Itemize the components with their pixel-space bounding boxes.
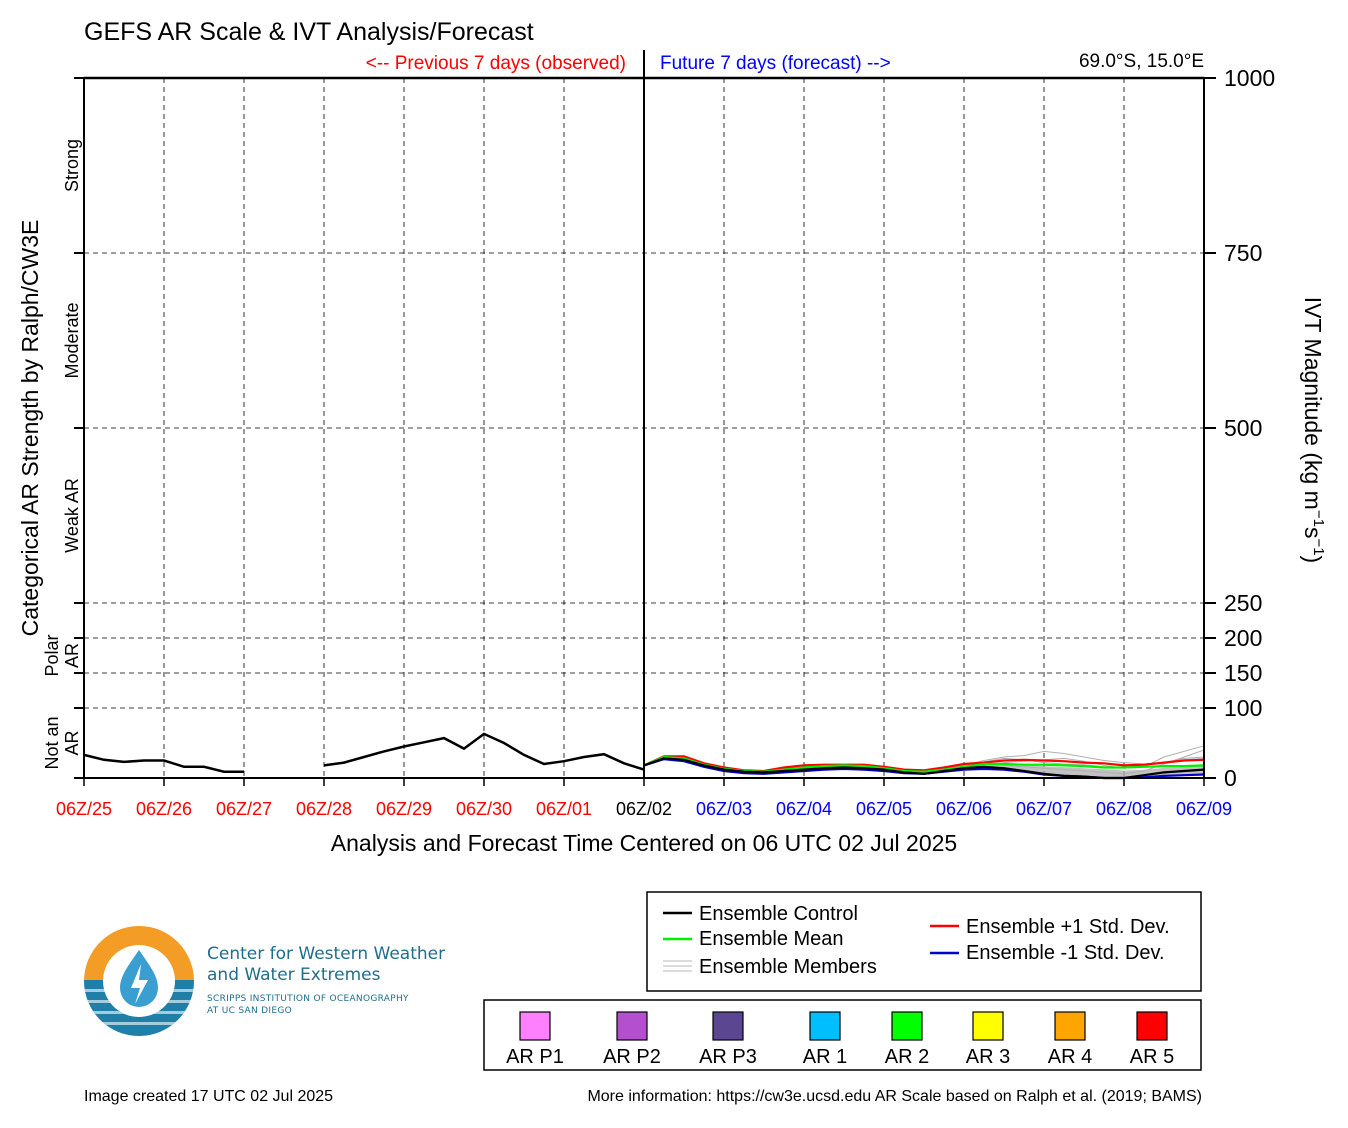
ar-scale-label: AR P3 (699, 1046, 757, 1068)
legend-plus-label: Ensemble +1 Std. Dev. (966, 916, 1170, 938)
category-label: Polar (42, 634, 62, 676)
y-axis-left-label: Categorical AR Strength by Ralph/CW3E (17, 220, 43, 637)
y-tick-label: 750 (1224, 240, 1262, 266)
footer-info: More information: https://cw3e.ucsd.edu … (587, 1088, 1202, 1105)
y-tick-label: 1000 (1224, 65, 1275, 91)
legend-box (646, 891, 1202, 992)
plot-frame (83, 50, 1205, 779)
ar-scale-swatch (1054, 1011, 1086, 1041)
x-axis-label: Analysis and Forecast Time Centered on 0… (331, 830, 957, 856)
x-axis-ticks: 06Z/25 06Z/26 06Z/27 06Z/28 06Z/29 06Z/30 06Z/… (56, 778, 1232, 819)
x-tick-label: 06Z/28 (296, 799, 352, 819)
future-days-label: Future 7 days (forecast) --> (660, 53, 891, 74)
y-tick-label: 250 (1224, 590, 1262, 616)
category-label: Strong (62, 139, 82, 192)
ar-scale-swatches: AR P1 AR P2 AR P3 AR 1 AR 2 AR 3 AR 4 AR 5 (506, 1011, 1174, 1068)
y-tick-label: 500 (1224, 415, 1262, 441)
legend-minus-label: Ensemble -1 Std. Dev. (966, 942, 1165, 964)
ar-scale-swatch (891, 1011, 923, 1041)
x-tick-label: 06Z/04 (776, 799, 832, 819)
logo-title-line1: Center for Western Weather (207, 944, 446, 964)
x-tick-label: 06Z/25 (56, 799, 112, 819)
ar-scale-label: AR 5 (1130, 1046, 1174, 1068)
x-tick-label: 06Z/05 (856, 799, 912, 819)
ar-scale-swatch (712, 1011, 744, 1041)
ar-scale-swatch (972, 1011, 1004, 1041)
x-tick-label: 06Z/27 (216, 799, 272, 819)
y-tick-label: 200 (1224, 625, 1262, 651)
x-tick-label: 06Z/30 (456, 799, 512, 819)
ar-scale-swatch (1136, 1011, 1168, 1041)
x-tick-label: 06Z/06 (936, 799, 992, 819)
x-tick-label: 06Z/01 (536, 799, 592, 819)
previous-days-label: <-- Previous 7 days (observed) (366, 53, 626, 74)
legend-mean-label: Ensemble Mean (699, 928, 844, 950)
ar-scale-swatch (809, 1011, 841, 1041)
y-tick-label: 0 (1224, 765, 1237, 791)
legend-members-label: Ensemble Members (699, 956, 877, 978)
logo-subtitle-line1: SCRIPPS INSTITUTION OF OCEANOGRAPHY (207, 994, 409, 1004)
category-label: Not an (42, 716, 62, 769)
ar-scale-label: AR 2 (885, 1046, 929, 1068)
logo-subtitle-line2: AT UC SAN DIEGO (207, 1006, 293, 1016)
x-tick-label: 06Z/02 (616, 799, 672, 819)
y-axis-ticks: 0 100 150 200 250 500 750 1000 (74, 65, 1275, 791)
x-tick-label: 06Z/03 (696, 799, 752, 819)
ensemble-spread-area (644, 757, 1204, 778)
ar-scale-swatch (519, 1011, 551, 1041)
logo-subtitle: SCRIPPS INSTITUTION OF OCEANOGRAPHY AT U… (207, 993, 409, 1017)
footer-created: Image created 17 UTC 02 Jul 2025 (84, 1088, 334, 1105)
x-tick-label: 06Z/29 (376, 799, 432, 819)
legend-members-swatch (663, 960, 692, 972)
x-tick-label: 06Z/08 (1096, 799, 1152, 819)
observed-line (83, 753, 244, 773)
legend-control-label: Ensemble Control (699, 903, 858, 925)
ar-scale-label: AR 1 (803, 1046, 847, 1068)
y-axis-right-label: IVT Magnitude (kg m−1s−1) (1300, 297, 1327, 563)
category-label: Weak AR (62, 478, 82, 553)
x-tick-label: 06Z/07 (1016, 799, 1072, 819)
ar-scale-label: AR P2 (603, 1046, 661, 1068)
chart-title: GEFS AR Scale & IVT Analysis/Forecast (84, 18, 534, 46)
cw3e-logo (84, 926, 194, 1036)
ar-scale-label: AR 3 (966, 1046, 1010, 1068)
category-label: AR (62, 730, 82, 755)
observed-line (323, 732, 645, 771)
logo-title-line2: and Water Extremes (207, 965, 381, 985)
ar-scale-swatch (616, 1011, 648, 1041)
ar-scale-label: AR 4 (1048, 1046, 1092, 1068)
logo-title: Center for Western Weather and Water Ext… (207, 944, 445, 986)
y-tick-label: 150 (1224, 660, 1262, 686)
x-tick-label: 06Z/26 (136, 799, 192, 819)
x-tick-label: 06Z/09 (1176, 799, 1232, 819)
location-label: 69.0°S, 15.0°E (1079, 51, 1204, 72)
category-label: AR (62, 643, 82, 668)
y-tick-label: 100 (1224, 695, 1262, 721)
category-label: Moderate (62, 302, 82, 378)
ar-scale-label: AR P1 (506, 1046, 564, 1068)
